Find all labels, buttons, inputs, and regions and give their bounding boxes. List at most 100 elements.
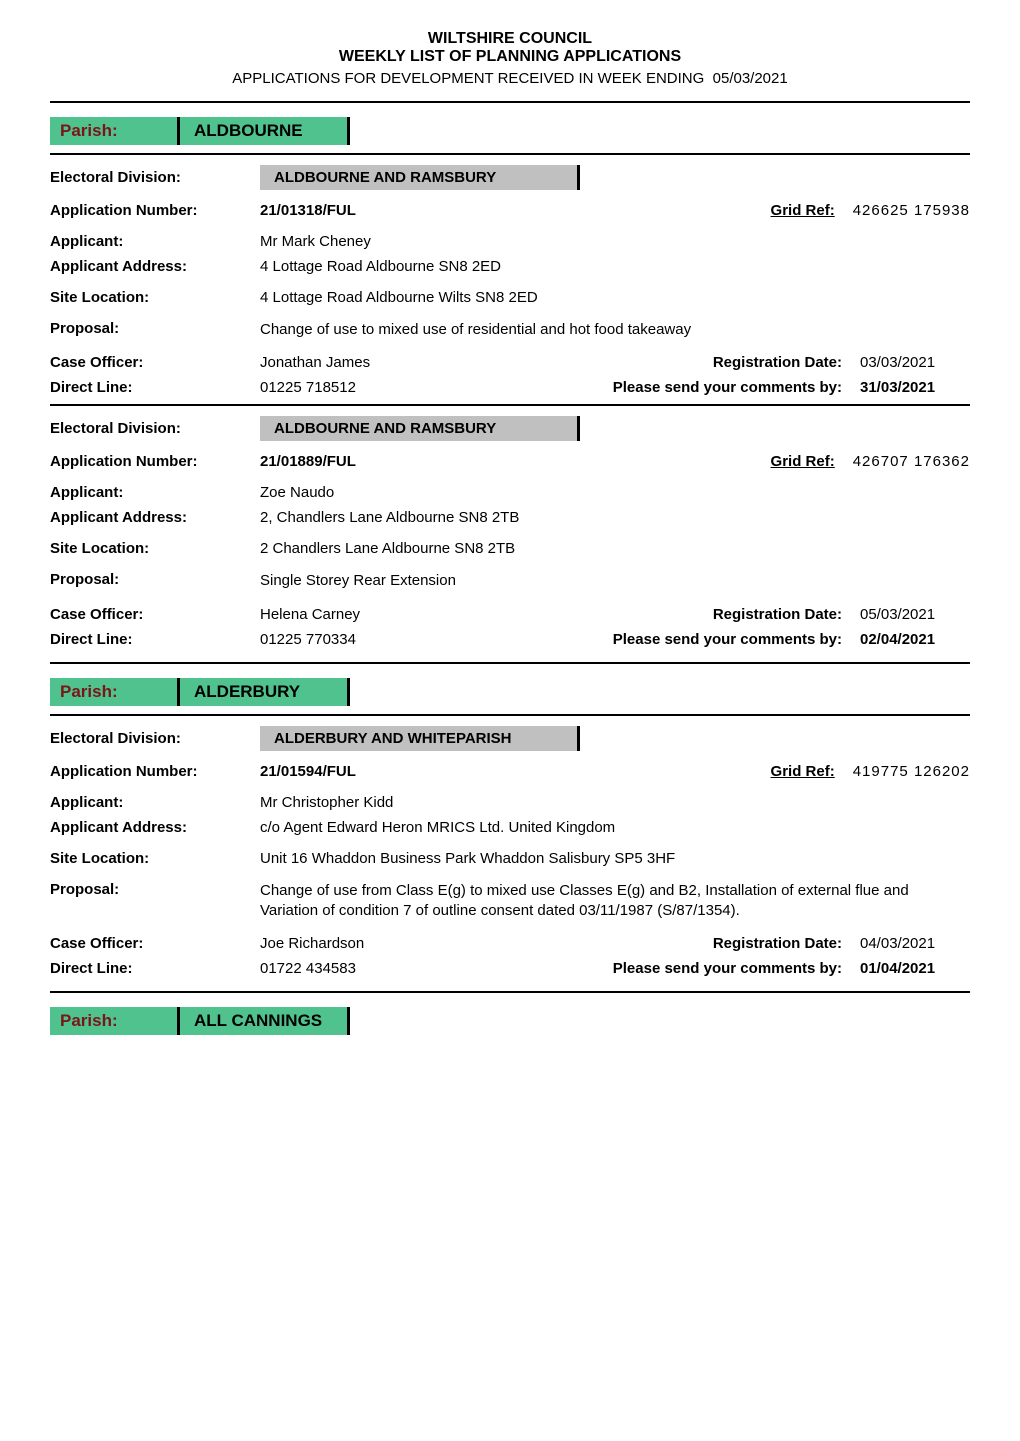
registration-date-label: Registration Date: — [510, 935, 860, 952]
direct-line-label: Direct Line: — [50, 960, 260, 977]
week-ending-date: 05/03/2021 — [713, 70, 788, 87]
applicant-address-label: Applicant Address: — [50, 258, 260, 275]
electoral-division-row: Electoral Division: ALDERBURY AND WHITEP… — [50, 714, 970, 751]
parish-name: ALDERBURY — [180, 678, 350, 706]
application-number-label: Application Number: — [50, 763, 260, 780]
applicant-address-row: Applicant Address: c/o Agent Edward Hero… — [50, 819, 970, 836]
registration-date-label: Registration Date: — [510, 606, 860, 623]
applicant-address-value: 2, Chandlers Lane Aldbourne SN8 2TB — [260, 509, 970, 526]
application-number-label: Application Number: — [50, 453, 260, 470]
electoral-division-name: ALDBOURNE AND RAMSBURY — [260, 165, 580, 190]
electoral-division-label: Electoral Division: — [50, 165, 260, 190]
parish-header: Parish: ALDERBURY — [50, 678, 970, 706]
applicant-label: Applicant: — [50, 794, 260, 811]
proposal-row: Proposal: Change of use from Class E(g) … — [50, 881, 970, 922]
applicant-address-value: 4 Lottage Road Aldbourne SN8 2ED — [260, 258, 970, 275]
direct-line-value: 01225 770334 — [260, 631, 510, 648]
comments-by-label: Please send your comments by: — [510, 631, 860, 648]
registration-date-label: Registration Date: — [510, 354, 860, 371]
week-ending-line: APPLICATIONS FOR DEVELOPMENT RECEIVED IN… — [50, 70, 970, 87]
electoral-division-label: Electoral Division: — [50, 726, 260, 751]
parish-header: Parish: ALDBOURNE — [50, 117, 970, 145]
electoral-division-label: Electoral Division: — [50, 416, 260, 441]
case-officer-value: Helena Carney — [260, 606, 510, 623]
parish-label: Parish: — [50, 678, 180, 706]
registration-date-value: 04/03/2021 — [860, 935, 970, 952]
case-officer-value: Joe Richardson — [260, 935, 510, 952]
proposal-row: Proposal: Single Storey Rear Extension — [50, 571, 970, 591]
proposal-label: Proposal: — [50, 571, 260, 588]
parish-name: ALDBOURNE — [180, 117, 350, 145]
electoral-division-row: Electoral Division: ALDBOURNE AND RAMSBU… — [50, 153, 970, 190]
case-officer-row: Case Officer: Joe Richardson Registratio… — [50, 935, 970, 952]
case-officer-label: Case Officer: — [50, 935, 260, 952]
application-number-value: 21/01889/FUL — [260, 453, 771, 470]
grid-ref-value: 426707 176362 — [853, 453, 970, 470]
comments-by-value: 01/04/2021 — [860, 960, 970, 977]
list-subtitle: WEEKLY LIST OF PLANNING APPLICATIONS — [50, 48, 970, 66]
grid-ref-label: Grid Ref: — [771, 763, 835, 780]
direct-line-row: Direct Line: 01225 770334 Please send yo… — [50, 631, 970, 648]
proposal-value: Change of use to mixed use of residentia… — [260, 320, 970, 340]
parish-label: Parish: — [50, 1007, 180, 1035]
applicant-address-value: c/o Agent Edward Heron MRICS Ltd. United… — [260, 819, 970, 836]
case-officer-row: Case Officer: Jonathan James Registratio… — [50, 354, 970, 371]
case-officer-label: Case Officer: — [50, 354, 260, 371]
proposal-row: Proposal: Change of use to mixed use of … — [50, 320, 970, 340]
electoral-division-name: ALDERBURY AND WHITEPARISH — [260, 726, 580, 751]
application-number-value: 21/01594/FUL — [260, 763, 771, 780]
case-officer-row: Case Officer: Helena Carney Registration… — [50, 606, 970, 623]
proposal-label: Proposal: — [50, 320, 260, 337]
applicant-label: Applicant: — [50, 484, 260, 501]
direct-line-row: Direct Line: 01225 718512 Please send yo… — [50, 379, 970, 396]
divider — [50, 101, 970, 103]
application-number-row: Application Number: 21/01318/FUL Grid Re… — [50, 202, 970, 219]
parish-name: ALL CANNINGS — [180, 1007, 350, 1035]
applicant-row: Applicant: Mr Mark Cheney — [50, 233, 970, 250]
application-number-label: Application Number: — [50, 202, 260, 219]
applicant-address-label: Applicant Address: — [50, 819, 260, 836]
application-number-row: Application Number: 21/01889/FUL Grid Re… — [50, 453, 970, 470]
direct-line-value: 01722 434583 — [260, 960, 510, 977]
applicant-row: Applicant: Zoe Naudo — [50, 484, 970, 501]
comments-by-label: Please send your comments by: — [510, 960, 860, 977]
applicant-value: Mr Christopher Kidd — [260, 794, 970, 811]
site-location-label: Site Location: — [50, 850, 260, 867]
site-location-row: Site Location: 2 Chandlers Lane Aldbourn… — [50, 540, 970, 557]
site-location-value: 2 Chandlers Lane Aldbourne SN8 2TB — [260, 540, 970, 557]
subline-prefix: APPLICATIONS FOR DEVELOPMENT RECEIVED IN… — [232, 70, 704, 87]
applicant-address-row: Applicant Address: 4 Lottage Road Aldbou… — [50, 258, 970, 275]
council-title: WILTSHIRE COUNCIL — [50, 30, 970, 48]
applicant-row: Applicant: Mr Christopher Kidd — [50, 794, 970, 811]
proposal-label: Proposal: — [50, 881, 260, 898]
site-location-label: Site Location: — [50, 540, 260, 557]
electoral-division-name: ALDBOURNE AND RAMSBURY — [260, 416, 580, 441]
comments-by-value: 02/04/2021 — [860, 631, 970, 648]
applicant-address-row: Applicant Address: 2, Chandlers Lane Ald… — [50, 509, 970, 526]
page-header: WILTSHIRE COUNCIL WEEKLY LIST OF PLANNIN… — [50, 30, 970, 87]
applicant-value: Zoe Naudo — [260, 484, 970, 501]
grid-ref-label: Grid Ref: — [771, 453, 835, 470]
direct-line-row: Direct Line: 01722 434583 Please send yo… — [50, 960, 970, 977]
site-location-value: 4 Lottage Road Aldbourne Wilts SN8 2ED — [260, 289, 970, 306]
site-location-label: Site Location: — [50, 289, 260, 306]
divider — [50, 991, 970, 993]
parish-header: Parish: ALL CANNINGS — [50, 1007, 970, 1035]
divider — [50, 662, 970, 664]
registration-date-value: 03/03/2021 — [860, 354, 970, 371]
applicant-value: Mr Mark Cheney — [260, 233, 970, 250]
direct-line-label: Direct Line: — [50, 379, 260, 396]
parish-label: Parish: — [50, 117, 180, 145]
proposal-value: Change of use from Class E(g) to mixed u… — [260, 881, 970, 922]
direct-line-value: 01225 718512 — [260, 379, 510, 396]
site-location-row: Site Location: 4 Lottage Road Aldbourne … — [50, 289, 970, 306]
site-location-value: Unit 16 Whaddon Business Park Whaddon Sa… — [260, 850, 970, 867]
applicant-address-label: Applicant Address: — [50, 509, 260, 526]
grid-ref-label: Grid Ref: — [771, 202, 835, 219]
case-officer-value: Jonathan James — [260, 354, 510, 371]
comments-by-label: Please send your comments by: — [510, 379, 860, 396]
direct-line-label: Direct Line: — [50, 631, 260, 648]
registration-date-value: 05/03/2021 — [860, 606, 970, 623]
electoral-division-row: Electoral Division: ALDBOURNE AND RAMSBU… — [50, 404, 970, 441]
proposal-value: Single Storey Rear Extension — [260, 571, 970, 591]
